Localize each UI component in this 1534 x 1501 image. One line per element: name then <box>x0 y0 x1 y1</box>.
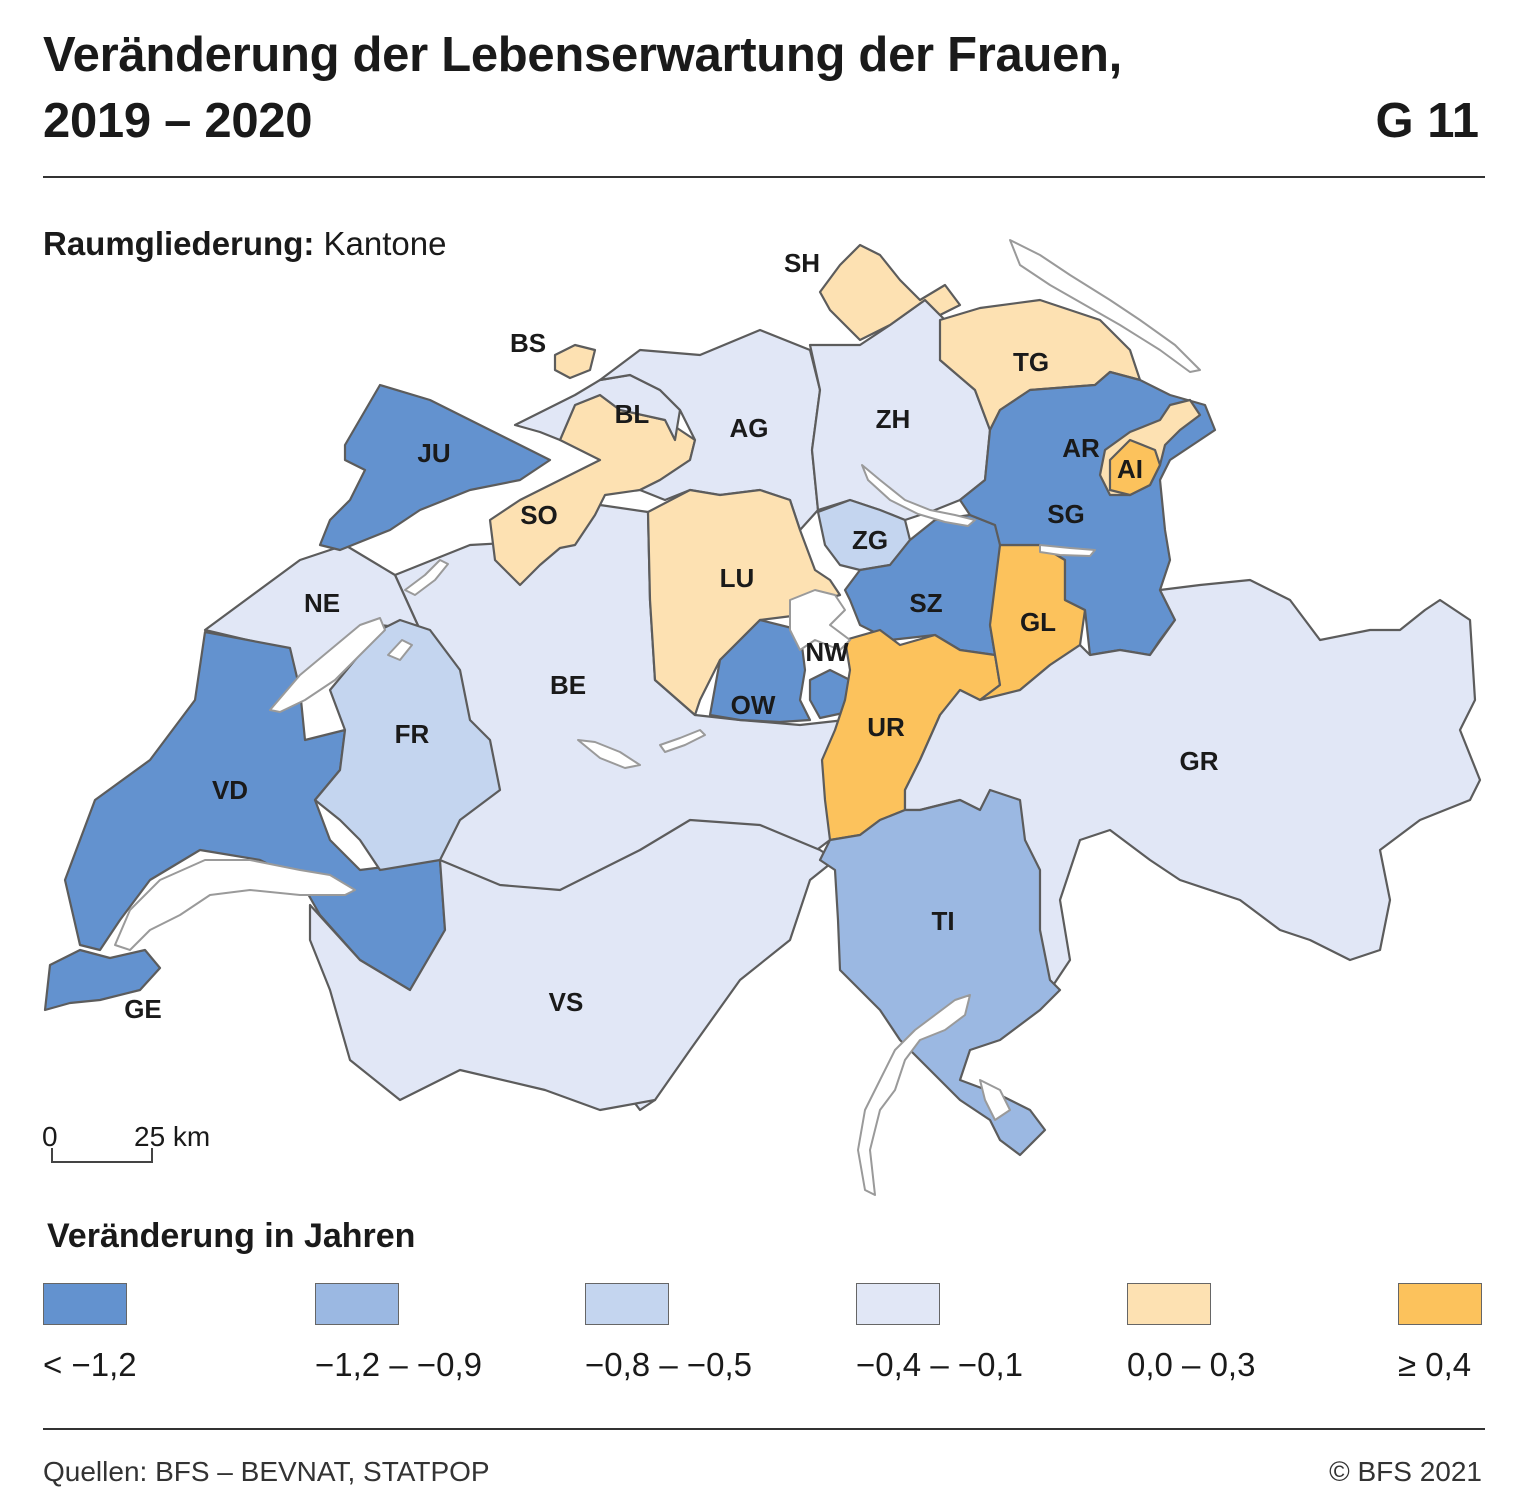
legend-swatch-5 <box>1398 1283 1482 1325</box>
spatial-breakdown-value: Kantone <box>323 225 447 262</box>
scale-bar <box>51 1148 153 1163</box>
canton-label-GE: GE <box>124 994 162 1024</box>
canton-regions <box>43 243 1482 1157</box>
legend-swatch-1 <box>315 1283 399 1325</box>
canton-label-FR: FR <box>395 719 430 749</box>
canton-label-NE: NE <box>304 588 340 618</box>
legend-label-5: ≥ 0,4 <box>1398 1346 1472 1383</box>
source-note: Quellen: BFS – BEVNAT, STATPOP <box>43 1456 490 1487</box>
canton-label-JU: JU <box>417 438 450 468</box>
lake-murten <box>387 639 413 661</box>
legend-swatch-2 <box>585 1283 669 1325</box>
legend-label-2: −0,8 – −0,5 <box>585 1346 752 1383</box>
lake-brienz <box>659 729 706 753</box>
region-SH[interactable] <box>818 243 962 342</box>
canton-label-GR: GR <box>1180 746 1219 776</box>
canton-label-TG: TG <box>1013 347 1049 377</box>
spatial-breakdown: Raumgliederung: Kantone <box>43 224 446 264</box>
region-OW[interactable] <box>708 618 812 724</box>
canton-label-AR: AR <box>1062 433 1100 463</box>
region-AI[interactable] <box>1108 438 1162 497</box>
lakes <box>114 239 1201 1196</box>
bottom-divider <box>43 1428 1485 1430</box>
lake-thun <box>577 739 641 769</box>
legend-label-4: 0,0 – 0,3 <box>1127 1346 1256 1383</box>
region-BS[interactable] <box>553 343 597 380</box>
canton-label-SG: SG <box>1047 499 1085 529</box>
canton-label-BE: BE <box>550 670 586 700</box>
lake-lugano <box>979 1079 1011 1121</box>
lake-constance <box>1009 239 1201 373</box>
top-divider <box>43 176 1485 178</box>
legend-swatch-3 <box>856 1283 940 1325</box>
canton-label-AI: AI <box>1117 454 1143 484</box>
copyright-note: © BFS 2021 <box>1329 1456 1482 1487</box>
region-TI[interactable] <box>818 788 1062 1157</box>
canton-label-NW: NW <box>805 637 849 667</box>
legend-label-3: −0,4 – −0,1 <box>856 1346 1023 1383</box>
title-line-2: 2019 – 2020 <box>43 94 313 148</box>
chart-title: Veränderung der Lebenserwartung der Frau… <box>43 22 1122 154</box>
canton-label-GL: GL <box>1020 607 1056 637</box>
legend-title: Veränderung in Jahren <box>47 1217 416 1255</box>
canton-label-SO: SO <box>520 500 558 530</box>
canton-label-BL: BL <box>615 399 650 429</box>
legend-label-0: < −1,2 <box>43 1346 137 1383</box>
lake-lucerne <box>789 589 851 651</box>
lake-maggiore <box>857 994 971 1196</box>
lake-biel <box>404 559 449 596</box>
canton-label-UR: UR <box>867 712 905 742</box>
region-FR[interactable] <box>313 618 502 872</box>
canton-label-SZ: SZ <box>909 588 942 618</box>
region-BL[interactable] <box>513 373 682 442</box>
canton-label-BS: BS <box>510 328 546 358</box>
canton-label-VS: VS <box>549 987 584 1017</box>
legend-swatch-4 <box>1127 1283 1211 1325</box>
scale-start-label: 0 <box>42 1121 58 1152</box>
canton-label-TI: TI <box>931 906 954 936</box>
spatial-breakdown-label: Raumgliederung: <box>43 225 315 262</box>
lake-geneva <box>114 859 356 951</box>
scale-end-label: 25 km <box>134 1121 211 1152</box>
canton-label-VD: VD <box>212 775 248 805</box>
lake-zurich <box>861 464 976 527</box>
canton-label-OW: OW <box>731 690 776 720</box>
region-GE[interactable] <box>43 948 162 1012</box>
canton-label-ZH: ZH <box>876 404 911 434</box>
lake-neuchatel <box>269 617 386 713</box>
canton-label-AG: AG <box>730 413 769 443</box>
canton-label-SH: SH <box>784 248 820 278</box>
canton-labels: SH BS TG BL AG ZH JU AR AI SO SG ZG LU SZ NE GL NW BE OW FR… <box>124 248 1219 1024</box>
title-line-1: Veränderung der Lebenserwartung der Frau… <box>43 28 1122 82</box>
lake-walen <box>1039 544 1096 557</box>
region-VS[interactable] <box>308 818 837 1112</box>
region-JU[interactable] <box>318 383 552 552</box>
legend-label-1: −1,2 – −0,9 <box>315 1346 482 1383</box>
canton-label-ZG: ZG <box>852 525 888 555</box>
legend-swatch-0 <box>43 1283 127 1325</box>
figure-id: G 11 <box>1375 94 1479 148</box>
canton-label-LU: LU <box>720 563 755 593</box>
